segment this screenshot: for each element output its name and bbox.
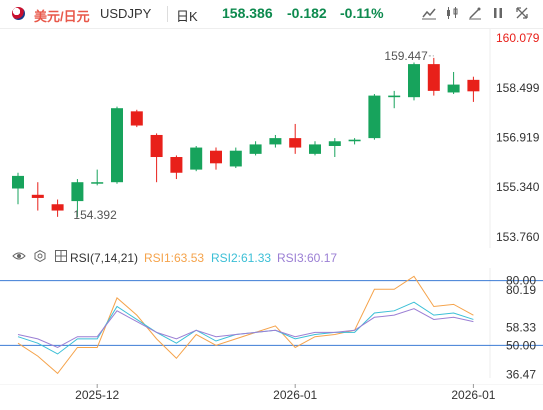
candle-body xyxy=(269,138,282,145)
rsi2-value: RSI2:61.33 xyxy=(211,251,272,265)
candle-body xyxy=(12,175,24,189)
rsi-axis-label: 80.19 xyxy=(506,283,536,297)
rsi1-value: RSI1:63.53 xyxy=(144,251,205,265)
candle-body xyxy=(150,134,163,158)
candle-body xyxy=(31,194,44,198)
interval-selector[interactable]: 日K xyxy=(176,9,198,24)
candle-body xyxy=(447,84,460,93)
candle-body xyxy=(111,108,123,183)
candle-body xyxy=(348,139,361,142)
last-price: 158.386 xyxy=(222,5,273,21)
time-axis: 2025-12 2026-01 2026-01 xyxy=(0,384,543,402)
rsi-line-rsi2 xyxy=(17,301,474,355)
chart-toolbar: 美元/日元 USDJPY 日K 158.386 -0.182 -0.11% xyxy=(0,0,543,29)
eye-icon[interactable] xyxy=(12,250,26,265)
draw-icon[interactable] xyxy=(466,5,484,23)
divider xyxy=(167,6,168,22)
price-axis-label: 160.079 xyxy=(496,31,540,45)
settings-icon[interactable] xyxy=(34,249,46,265)
price-change: -0.182 xyxy=(287,5,327,21)
rsi-line-rsi1 xyxy=(17,275,474,375)
rsi-axis-label: 50.00 xyxy=(506,338,536,352)
rsi-axis-label: 58.33 xyxy=(506,320,536,334)
candle-body xyxy=(309,144,321,154)
rsi-indicator-name: RSI(7,14,21) xyxy=(70,251,139,265)
candle-body xyxy=(368,95,381,139)
time-tick-label: 2025-12 xyxy=(75,388,119,402)
price-axis-label: 158.499 xyxy=(496,81,540,95)
symbol-name[interactable]: 美元/日元 xyxy=(34,9,90,24)
candle-body xyxy=(328,141,341,146)
price-axis-label: 156.919 xyxy=(496,131,540,145)
candle-body xyxy=(289,138,302,148)
expand-icon[interactable] xyxy=(513,5,531,23)
candle-body xyxy=(51,204,64,211)
candle-body xyxy=(388,95,401,98)
rsi-axis-label: 36.47 xyxy=(506,368,536,382)
low-price-label: 154.392 xyxy=(73,208,117,222)
candle-body xyxy=(408,64,420,98)
candle-body xyxy=(71,182,84,202)
symbol-code: USDJPY xyxy=(100,6,152,21)
candle-body xyxy=(210,150,222,164)
candle-body xyxy=(190,147,203,170)
price-axis-label: 153.760 xyxy=(496,230,540,244)
price-change-percent: -0.11% xyxy=(340,5,384,21)
pause-icon[interactable] xyxy=(489,5,507,23)
rsi-legend: RSI(7,14,21) RSI1:63.53 RSI2:61.33 RSI3:… xyxy=(0,248,400,268)
layout-icon[interactable] xyxy=(55,250,67,265)
candle-body xyxy=(467,79,480,92)
chart-line-icon[interactable] xyxy=(420,5,438,23)
us-japan-flag-icon xyxy=(12,7,25,20)
time-tick-label: 2026-01 xyxy=(273,388,317,402)
candlestick-icon[interactable] xyxy=(443,5,461,23)
candle-body xyxy=(249,144,262,154)
rsi-axis-label: 80.00 xyxy=(506,274,536,288)
price-axis-label: 155.340 xyxy=(496,180,540,194)
candle-body xyxy=(170,157,183,173)
rsi-line-rsi3 xyxy=(17,308,474,349)
time-tick-label: 2026-01 xyxy=(451,388,495,402)
candle-body xyxy=(130,111,143,126)
high-price-label: 159.447 xyxy=(384,49,428,63)
candle-body xyxy=(229,150,242,167)
candle-body xyxy=(91,182,104,184)
candlestick-chart[interactable]: 160.079 158.499 156.919 155.340 153.760 159.… xyxy=(0,28,543,248)
rsi3-value: RSI3:60.17 xyxy=(277,251,338,265)
candle-body xyxy=(427,64,440,91)
